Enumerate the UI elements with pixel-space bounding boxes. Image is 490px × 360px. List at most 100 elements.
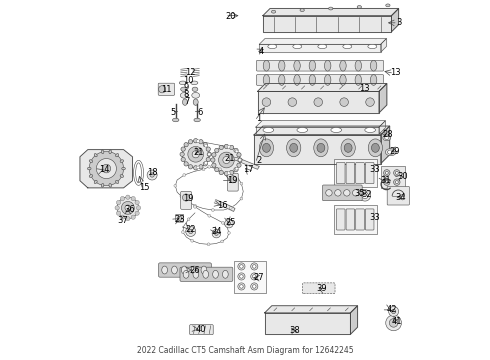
Circle shape xyxy=(386,171,388,174)
FancyBboxPatch shape xyxy=(337,209,345,230)
Circle shape xyxy=(229,170,234,175)
Circle shape xyxy=(252,275,256,278)
Circle shape xyxy=(237,153,241,157)
Circle shape xyxy=(181,157,185,162)
Circle shape xyxy=(97,158,117,179)
Circle shape xyxy=(395,171,398,174)
Ellipse shape xyxy=(194,118,200,122)
Polygon shape xyxy=(265,306,358,313)
Circle shape xyxy=(206,147,210,151)
Circle shape xyxy=(215,167,219,172)
Ellipse shape xyxy=(317,143,325,152)
Ellipse shape xyxy=(263,143,270,152)
Ellipse shape xyxy=(222,270,228,278)
Text: 8: 8 xyxy=(183,90,188,99)
Circle shape xyxy=(227,231,230,234)
Circle shape xyxy=(204,144,207,147)
Circle shape xyxy=(181,147,185,151)
Ellipse shape xyxy=(278,60,285,71)
Circle shape xyxy=(352,190,359,196)
Ellipse shape xyxy=(94,154,97,157)
FancyBboxPatch shape xyxy=(256,75,384,85)
Circle shape xyxy=(135,201,139,204)
Text: 23: 23 xyxy=(174,215,185,224)
Text: 28: 28 xyxy=(383,130,393,139)
FancyBboxPatch shape xyxy=(181,192,192,209)
Circle shape xyxy=(366,98,374,107)
FancyBboxPatch shape xyxy=(346,162,355,184)
Circle shape xyxy=(235,167,238,170)
Ellipse shape xyxy=(309,60,316,71)
FancyBboxPatch shape xyxy=(159,263,211,277)
Ellipse shape xyxy=(193,270,199,278)
Ellipse shape xyxy=(365,127,375,132)
Circle shape xyxy=(192,151,199,158)
Circle shape xyxy=(194,166,198,170)
Circle shape xyxy=(227,145,230,148)
Text: 40: 40 xyxy=(196,325,206,334)
Circle shape xyxy=(211,208,214,211)
Ellipse shape xyxy=(383,135,391,141)
Circle shape xyxy=(251,283,258,290)
Circle shape xyxy=(183,174,186,176)
Circle shape xyxy=(208,153,211,156)
Circle shape xyxy=(235,150,238,153)
Circle shape xyxy=(288,98,296,107)
Ellipse shape xyxy=(180,93,188,98)
Text: 24: 24 xyxy=(212,227,222,236)
Ellipse shape xyxy=(172,118,179,122)
Text: 41: 41 xyxy=(391,317,402,326)
Circle shape xyxy=(213,147,240,174)
Text: 12: 12 xyxy=(185,68,196,77)
Ellipse shape xyxy=(263,75,270,85)
Circle shape xyxy=(240,197,243,200)
Text: 13: 13 xyxy=(359,84,370,93)
Circle shape xyxy=(202,168,205,171)
Circle shape xyxy=(251,273,258,280)
Ellipse shape xyxy=(120,175,123,177)
Ellipse shape xyxy=(287,139,301,157)
Ellipse shape xyxy=(290,143,297,152)
Text: 2: 2 xyxy=(256,156,261,165)
Circle shape xyxy=(223,157,230,163)
Text: 37: 37 xyxy=(118,216,128,225)
Text: 21: 21 xyxy=(194,148,204,157)
FancyBboxPatch shape xyxy=(334,158,377,187)
FancyBboxPatch shape xyxy=(256,60,384,71)
Polygon shape xyxy=(381,39,387,52)
Circle shape xyxy=(208,165,211,168)
Polygon shape xyxy=(254,135,381,163)
Ellipse shape xyxy=(309,75,316,85)
Circle shape xyxy=(219,170,223,175)
Text: 38: 38 xyxy=(290,325,300,334)
Ellipse shape xyxy=(203,270,209,278)
Ellipse shape xyxy=(355,75,362,85)
Text: 2022 Cadillac CT5 Camshaft Asm Diagram for 12642245: 2022 Cadillac CT5 Camshaft Asm Diagram f… xyxy=(137,346,353,355)
Text: 39: 39 xyxy=(316,284,327,293)
Text: 19: 19 xyxy=(183,194,193,203)
Circle shape xyxy=(340,98,348,107)
Circle shape xyxy=(115,206,119,210)
FancyBboxPatch shape xyxy=(346,209,355,230)
Ellipse shape xyxy=(88,167,91,170)
Ellipse shape xyxy=(172,266,177,274)
FancyBboxPatch shape xyxy=(180,267,233,282)
FancyBboxPatch shape xyxy=(387,186,409,205)
Circle shape xyxy=(229,206,232,209)
Ellipse shape xyxy=(368,139,383,157)
Circle shape xyxy=(136,206,141,210)
Circle shape xyxy=(335,190,341,196)
Circle shape xyxy=(126,195,130,199)
Ellipse shape xyxy=(94,180,97,184)
Polygon shape xyxy=(263,16,392,32)
Circle shape xyxy=(393,179,400,185)
Circle shape xyxy=(238,158,241,161)
Circle shape xyxy=(189,229,193,234)
Circle shape xyxy=(177,216,182,220)
Circle shape xyxy=(131,197,135,201)
Circle shape xyxy=(229,145,234,150)
Ellipse shape xyxy=(191,266,197,274)
Ellipse shape xyxy=(324,60,331,71)
Text: 14: 14 xyxy=(99,166,109,175)
FancyBboxPatch shape xyxy=(334,205,377,234)
